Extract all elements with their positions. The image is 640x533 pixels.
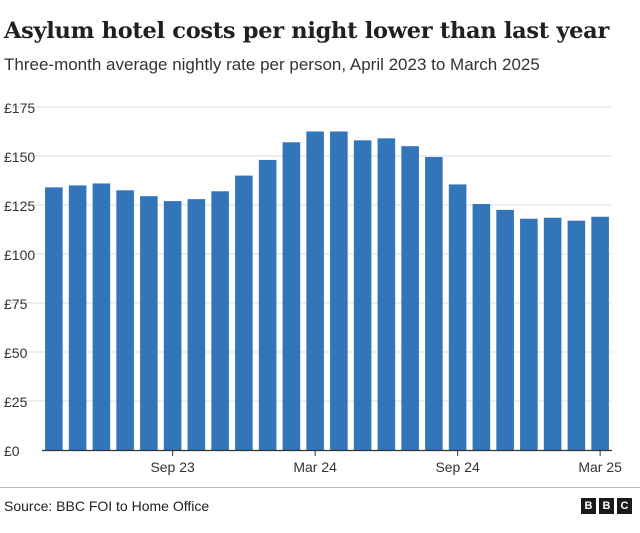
x-tick-label: Mar 25 <box>578 459 622 475</box>
bar <box>116 190 134 451</box>
bar-series <box>45 131 609 451</box>
bar <box>496 209 514 450</box>
bar <box>45 187 63 451</box>
bar <box>353 140 372 450</box>
bar <box>211 191 229 450</box>
y-tick-label: £75 <box>4 296 28 312</box>
bbc-logo-letter: B <box>599 498 614 514</box>
y-tick-label: £175 <box>4 100 35 116</box>
x-tick-label: Sep 24 <box>435 459 480 475</box>
bar <box>92 183 111 450</box>
y-tick-label: £100 <box>4 247 35 263</box>
bar <box>163 201 182 450</box>
chart-subtitle: Three-month average nightly rate per per… <box>4 55 540 74</box>
bar <box>187 199 206 450</box>
bar <box>68 185 87 450</box>
bar <box>520 218 538 450</box>
bar <box>235 175 253 450</box>
bbc-logo-letter: C <box>617 498 632 514</box>
y-tick-label: £50 <box>4 345 28 361</box>
source-note: Source: BBC FOI to Home Office <box>4 498 210 514</box>
bar <box>377 138 396 451</box>
y-tick-label: £150 <box>4 149 35 165</box>
x-axis-ticks: Sep 23 Mar 24 Sep 24 Mar 25 <box>42 449 622 475</box>
y-axis-tick-labels: £0 £25 £50 £75 £100 £125 £150 £175 <box>4 100 35 459</box>
footer-divider <box>0 487 640 488</box>
y-tick-label: £25 <box>4 394 28 410</box>
x-tick-label: Mar 24 <box>293 459 337 475</box>
bar <box>543 217 562 450</box>
bar <box>472 204 491 450</box>
y-tick-label: £0 <box>4 443 20 459</box>
bar <box>401 146 419 450</box>
chart-title: Asylum hotel costs per night lower than … <box>4 18 610 44</box>
bbc-logo-letter: B <box>581 498 596 514</box>
bar <box>306 131 324 450</box>
bar <box>448 184 467 451</box>
bar <box>330 131 348 450</box>
bar <box>258 159 277 451</box>
bar-chart: £0 £25 £50 £75 £100 £125 £150 £175 Sep 23 Mar 24… <box>4 100 622 475</box>
y-tick-label: £125 <box>4 198 35 214</box>
bbc-logo: B B C <box>581 498 632 514</box>
bar <box>282 142 301 450</box>
bar <box>567 220 586 450</box>
bar <box>591 216 609 450</box>
bar <box>425 156 443 451</box>
x-tick-label: Sep 23 <box>150 459 195 475</box>
bar <box>140 196 158 450</box>
